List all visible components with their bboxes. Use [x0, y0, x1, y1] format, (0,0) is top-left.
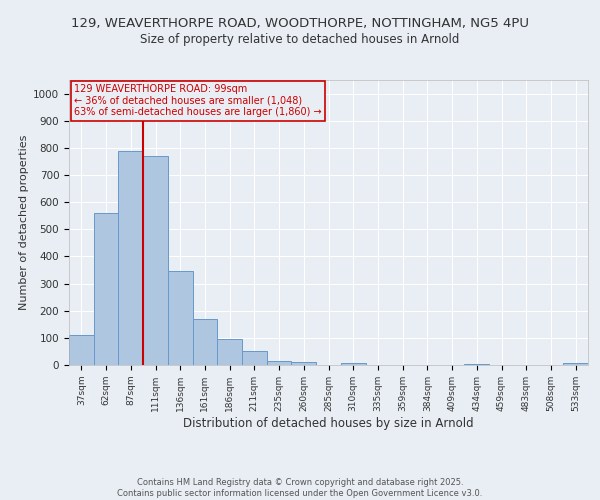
Bar [217, 338, 242, 365]
Bar [563, 363, 588, 365]
Bar [69, 334, 94, 365]
Text: 129 WEAVERTHORPE ROAD: 99sqm
← 36% of detached houses are smaller (1,048)
63% of: 129 WEAVERTHORPE ROAD: 99sqm ← 36% of de… [74, 84, 322, 117]
Text: 129, WEAVERTHORPE ROAD, WOODTHORPE, NOTTINGHAM, NG5 4PU: 129, WEAVERTHORPE ROAD, WOODTHORPE, NOTT… [71, 18, 529, 30]
Text: Contains HM Land Registry data © Crown copyright and database right 2025.
Contai: Contains HM Land Registry data © Crown c… [118, 478, 482, 498]
Bar [292, 362, 316, 365]
Y-axis label: Number of detached properties: Number of detached properties [19, 135, 29, 310]
Text: Size of property relative to detached houses in Arnold: Size of property relative to detached ho… [140, 32, 460, 46]
Bar [242, 351, 267, 365]
Bar [168, 272, 193, 365]
Bar [118, 150, 143, 365]
Bar [267, 362, 292, 365]
Bar [193, 319, 217, 365]
Bar [143, 156, 168, 365]
Bar [94, 213, 118, 365]
X-axis label: Distribution of detached houses by size in Arnold: Distribution of detached houses by size … [183, 416, 474, 430]
Bar [341, 363, 365, 365]
Bar [464, 364, 489, 365]
